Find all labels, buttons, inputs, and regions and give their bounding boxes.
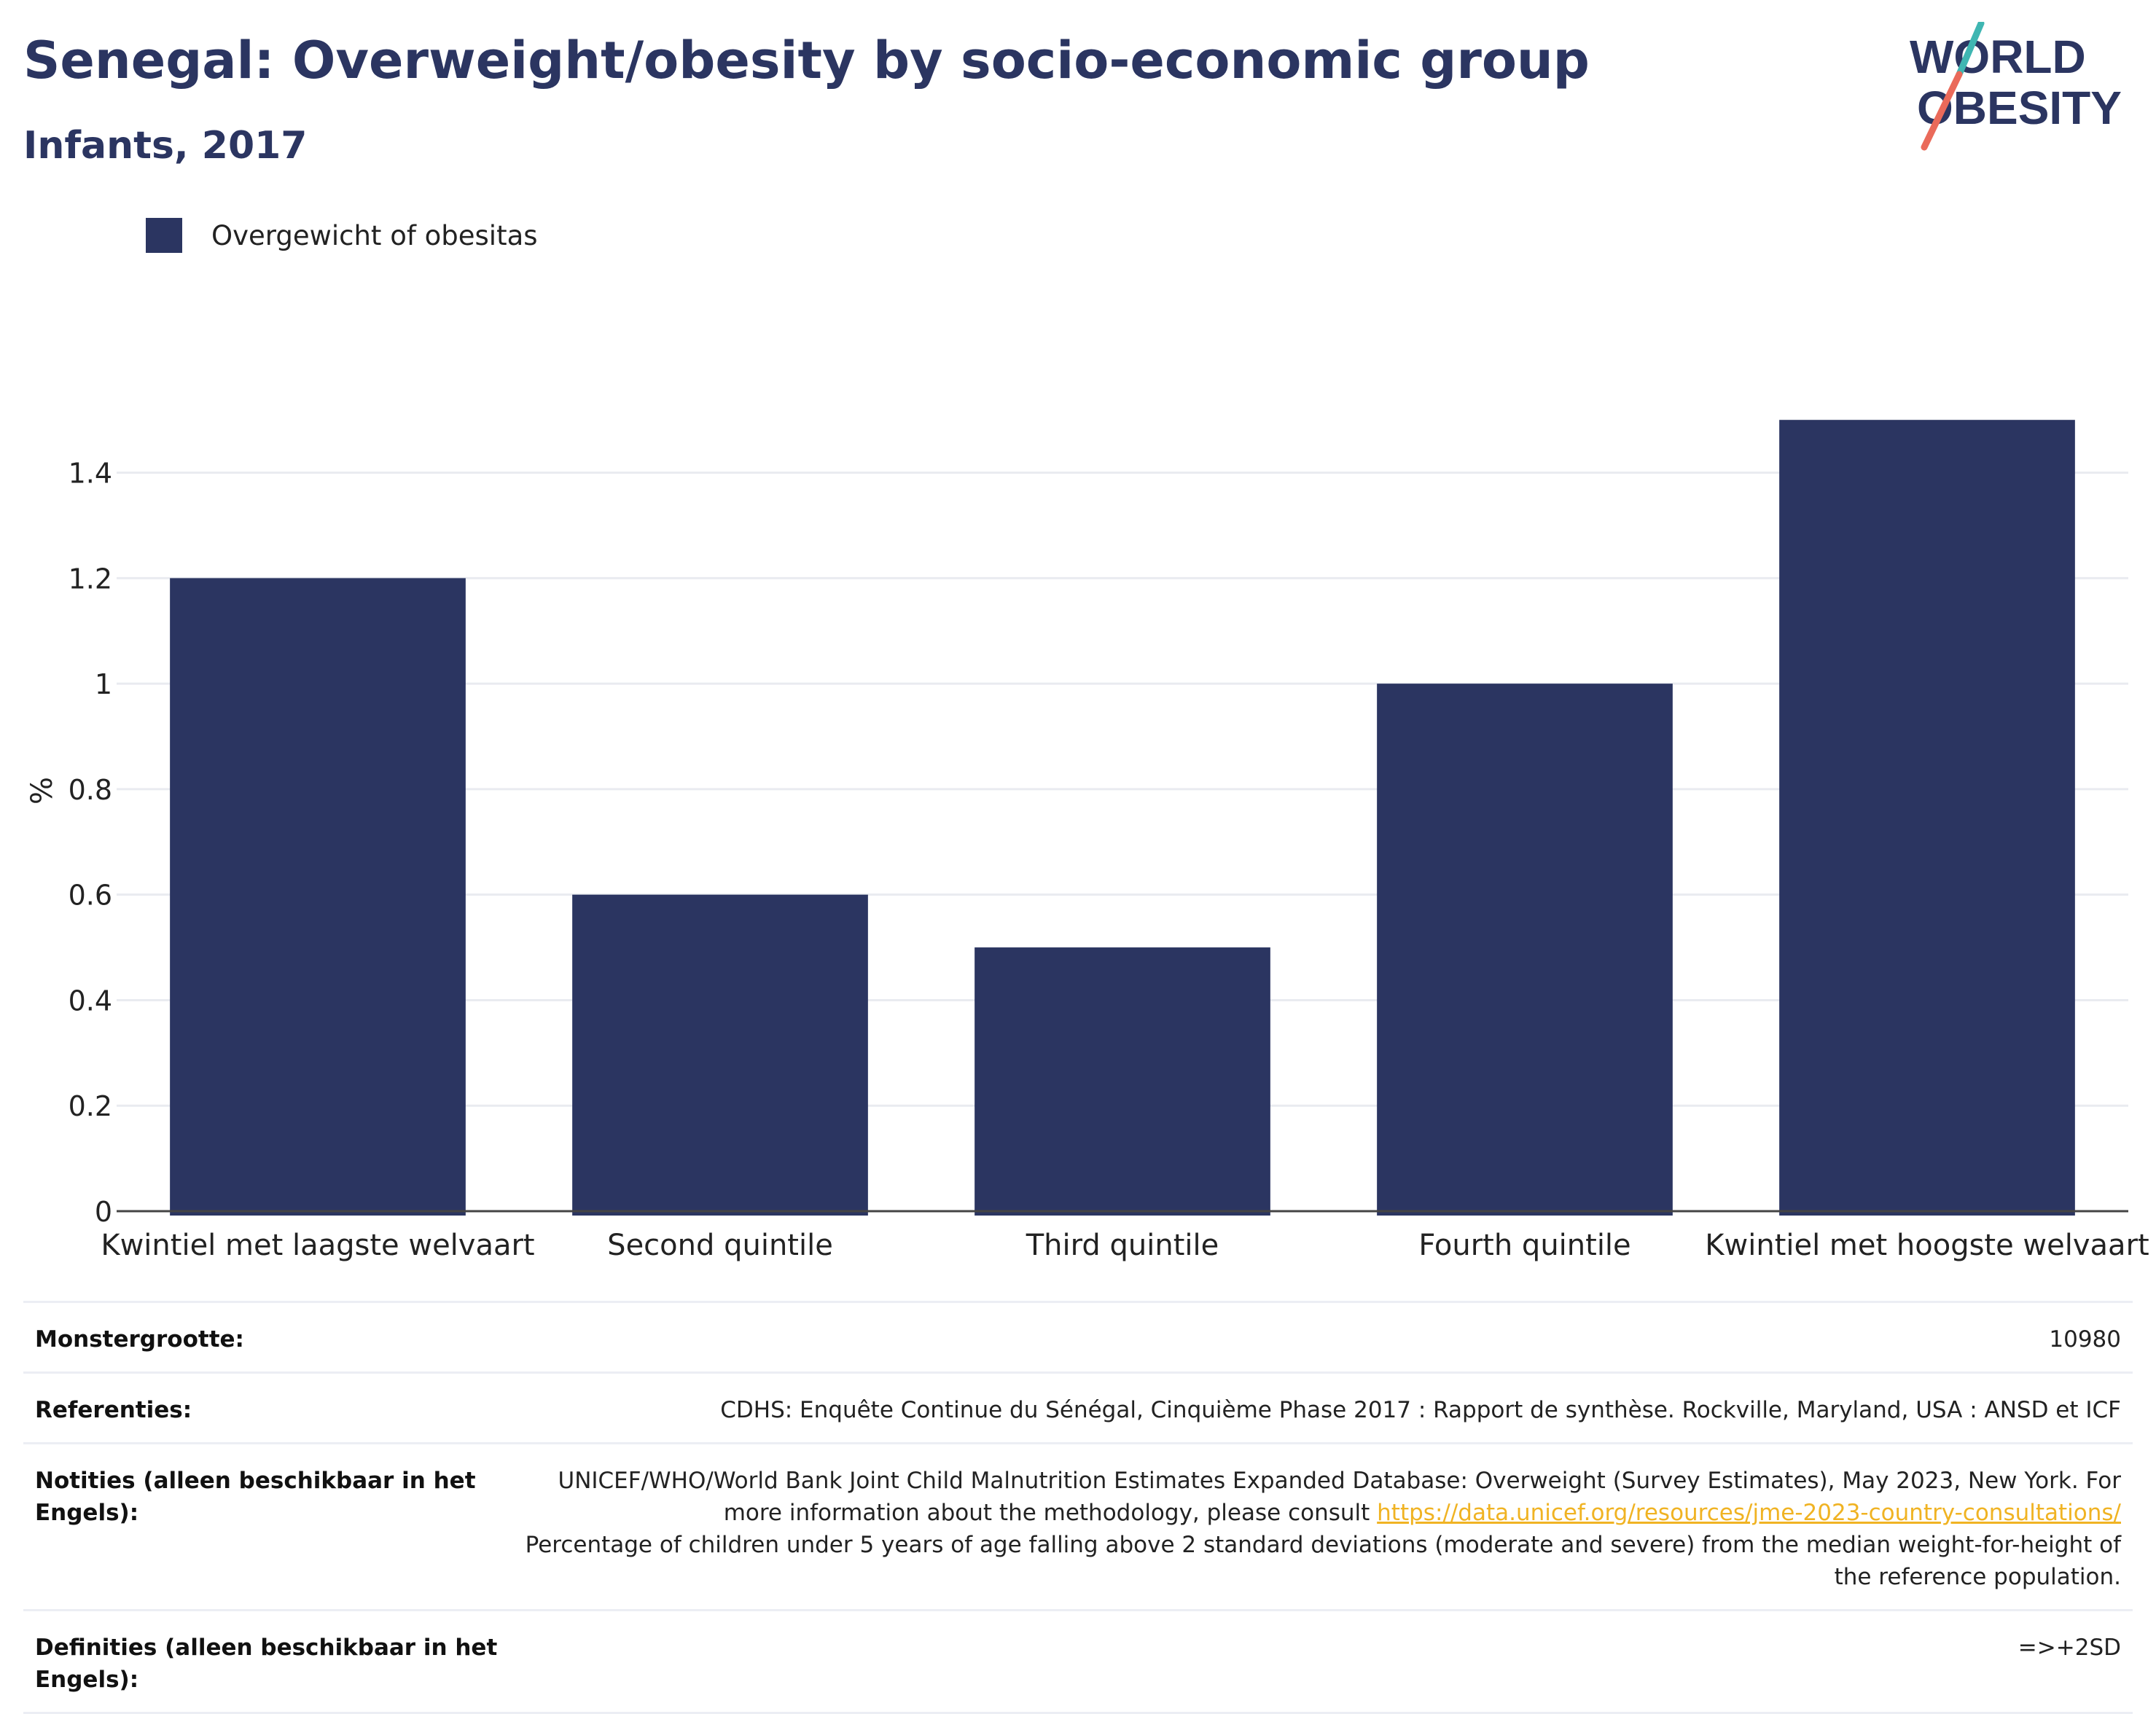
x-tick-label-2: Third quintile bbox=[1026, 1229, 1219, 1262]
legend-swatch bbox=[146, 218, 182, 253]
notes-text-1: UNICEF/WHO/World Bank Joint Child Malnut… bbox=[558, 1468, 2122, 1526]
x-tick-label-1: Second quintile bbox=[607, 1229, 833, 1262]
logo-word-obesity: OBESITY bbox=[1917, 82, 2122, 134]
x-tick-label-3: Fourth quintile bbox=[1418, 1229, 1630, 1262]
meta-references-value: CDHS: Enquête Continue du Sénégal, Cinqu… bbox=[501, 1371, 2133, 1444]
logo-slash-bottom bbox=[1921, 71, 1963, 151]
legend-label: Overgewicht of obesitas bbox=[211, 219, 538, 251]
meta-definitions-value: =>+2SD bbox=[501, 1609, 2133, 1714]
y-tick-label: 1.4 bbox=[69, 458, 112, 490]
chart-legend[interactable]: Overgewicht of obesitas bbox=[146, 217, 538, 254]
x-tick-label-0: Kwintiel met laagste welvaart bbox=[101, 1229, 534, 1262]
meta-sample-label: Monstergrootte: bbox=[23, 1301, 501, 1373]
y-tick-label: 0.4 bbox=[69, 985, 112, 1017]
logo-slash-top bbox=[1956, 22, 1985, 78]
bar-4 bbox=[1779, 420, 2075, 1216]
y-tick-label: 0.2 bbox=[69, 1090, 112, 1122]
metadata-table: Monstergrootte: 10980 Referenties: CDHS:… bbox=[23, 1301, 2133, 1714]
logo-word-world: WORLD bbox=[1910, 31, 2086, 83]
bar-3 bbox=[1377, 684, 1673, 1216]
chart-subtitle: Infants, 2017 bbox=[23, 124, 308, 168]
methodology-link[interactable]: https://data.unicef.org/resources/jme-20… bbox=[1377, 1500, 2121, 1526]
meta-notes-label: Notities (alleen beschikbaar in het Enge… bbox=[23, 1442, 501, 1611]
meta-row-references: Referenties: CDHS: Enquête Continue du S… bbox=[23, 1371, 2133, 1444]
x-tick-label-4: Kwintiel met hoogste welvaart bbox=[1705, 1229, 2149, 1262]
bar-chart: 0 0.2 0.4 0.6 0.8 1 1.2 1.4 Kwintiel met laagste… bbox=[69, 420, 2149, 1262]
y-tick-label: 0.8 bbox=[69, 774, 112, 806]
y-tick-label: 0 bbox=[95, 1196, 112, 1228]
bar-0 bbox=[170, 578, 466, 1216]
bar-1 bbox=[572, 894, 868, 1216]
meta-definitions-label: Definities (alleen beschikbaar in het En… bbox=[23, 1609, 501, 1714]
y-tick-label: 1 bbox=[95, 668, 112, 700]
bar-2 bbox=[975, 947, 1270, 1216]
meta-sample-value: 10980 bbox=[501, 1301, 2133, 1373]
meta-row-definitions: Definities (alleen beschikbaar in het En… bbox=[23, 1609, 2133, 1714]
meta-row-notes: Notities (alleen beschikbaar in het Enge… bbox=[23, 1442, 2133, 1611]
y-tick-label: 1.2 bbox=[69, 563, 112, 595]
meta-row-sample: Monstergrootte: 10980 bbox=[23, 1301, 2133, 1373]
world-obesity-logo: WORLD OBESITY bbox=[1910, 22, 2122, 151]
notes-text-2: Percentage of children under 5 years of … bbox=[525, 1532, 2121, 1590]
meta-notes-value: UNICEF/WHO/World Bank Joint Child Malnut… bbox=[501, 1442, 2133, 1611]
meta-references-label: Referenties: bbox=[23, 1371, 501, 1444]
chart-title: Senegal: Overweight/obesity by socio-eco… bbox=[23, 31, 1590, 90]
y-tick-label: 0.6 bbox=[69, 880, 112, 912]
